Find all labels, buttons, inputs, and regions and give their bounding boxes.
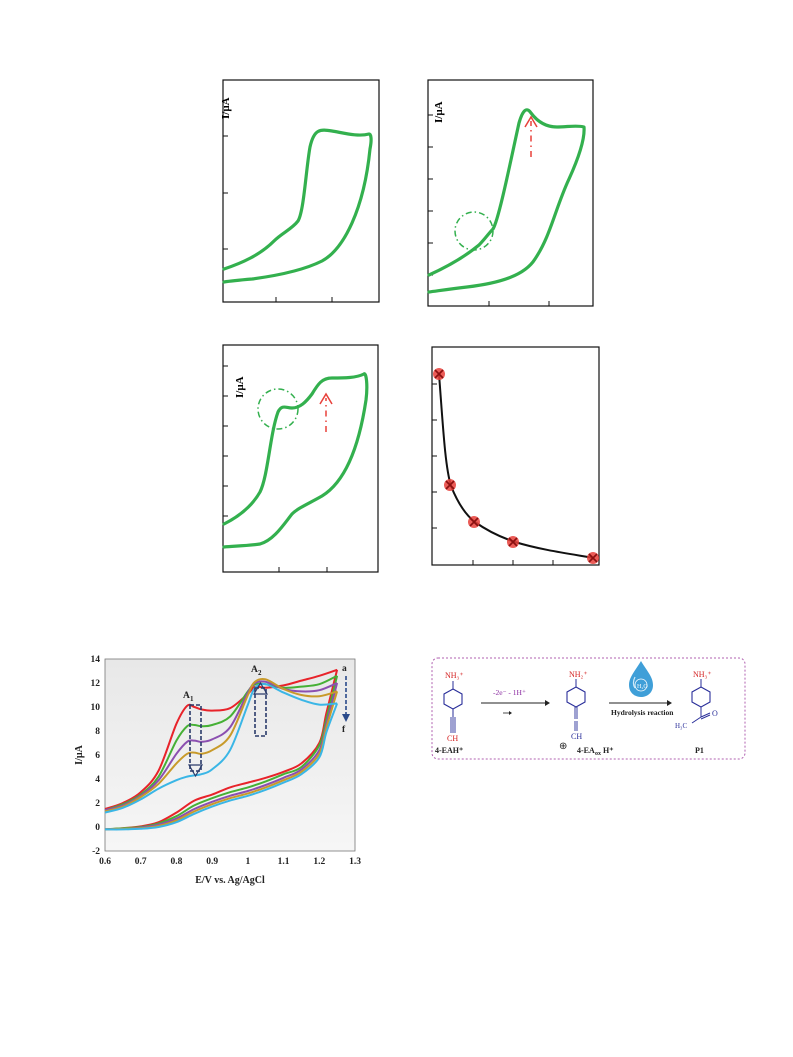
- cv-series-4-forward: [104, 677, 338, 813]
- reaction-scheme: NH₃⁺ CH 4-EAH⁺ -2e⁻ - 1H⁺ NH₂⁺: [431, 657, 747, 761]
- peak-a2-label: A 2: [251, 665, 262, 677]
- y-axis-label: I/µA: [220, 97, 232, 119]
- cv-curve: [222, 372, 369, 549]
- axis-ticks: [432, 383, 554, 565]
- trend-arrow-head: [342, 714, 350, 722]
- svg-text:H⁺: H⁺: [603, 746, 613, 755]
- shoulder-highlight-circle: [454, 211, 494, 251]
- reactant-label: 4-EAH⁺: [435, 746, 463, 755]
- y-tick-label: 0: [95, 823, 100, 833]
- y-axis-label: I/µA: [433, 101, 445, 123]
- x-tick-label: 1: [245, 857, 250, 867]
- decay-curve: [438, 373, 595, 559]
- x-tick-label: 0.6: [99, 857, 111, 867]
- peak-a2-arrow-box: [254, 687, 267, 737]
- decay-markers: [433, 368, 599, 564]
- peak-a2-arrow-head: [252, 681, 269, 695]
- hydrolysis-arrow: Hydrolysis reaction: [609, 700, 674, 717]
- svg-text:CH: CH: [571, 732, 582, 741]
- product-label: P1: [695, 746, 704, 755]
- peak-arrow-head: [524, 115, 538, 128]
- y-tick-label: 12: [91, 679, 101, 689]
- svg-text:ox: ox: [595, 751, 601, 757]
- x-tick-label: 1.2: [313, 857, 325, 867]
- x-tick-label: 1.1: [278, 857, 290, 867]
- decay-plot: [431, 346, 600, 566]
- svg-text:H₃C: H₃C: [675, 722, 687, 730]
- y-tick-label: 6: [95, 751, 100, 761]
- cv-series-5-reverse: [104, 703, 339, 831]
- svg-text:A: A: [183, 691, 190, 701]
- svg-text:NH₃⁺: NH₃⁺: [693, 670, 712, 679]
- plot-frame: [222, 344, 379, 573]
- svg-text:Hydrolysis reaction: Hydrolysis reaction: [611, 708, 674, 717]
- intermediate-molecule: NH₂⁺ CH ⊕ 4-EA ox H⁺: [559, 670, 613, 757]
- svg-text:-2e⁻ - 1H⁺: -2e⁻ - 1H⁺: [493, 688, 526, 697]
- svg-text:1: 1: [190, 695, 194, 703]
- y-axis-label: I/µA: [74, 744, 85, 764]
- data-point-marker: [444, 479, 456, 491]
- y-tick-label: 10: [91, 703, 101, 713]
- y-tick-label: 14: [91, 655, 101, 665]
- cv-panel-top-right: I/µA: [427, 79, 597, 309]
- svg-text:A: A: [251, 665, 258, 675]
- plot-frame: [427, 79, 594, 307]
- svg-text:O: O: [712, 709, 718, 718]
- svg-text:NH₃⁺: NH₃⁺: [445, 671, 464, 680]
- y-tick-label: 8: [95, 727, 100, 737]
- y-tick-label: -2: [92, 847, 100, 857]
- cv-curve: [427, 108, 586, 294]
- x-tick-label: 0.7: [135, 857, 147, 867]
- cv-panel-top-left: I/µA: [220, 79, 382, 305]
- peak-a1-arrow-box: [189, 704, 202, 772]
- svg-text:2: 2: [258, 669, 262, 677]
- cv-series-5-forward: [104, 682, 338, 814]
- reaction-scheme-graphic: NH₃⁺ CH 4-EAH⁺ -2e⁻ - 1H⁺ NH₂⁺: [431, 657, 746, 760]
- svg-text:NH₂⁺: NH₂⁺: [569, 670, 588, 679]
- y-tick-label: 2: [95, 799, 100, 809]
- x-tick-label: 0.8: [170, 857, 182, 867]
- y-tick-labels: -2 0 2 4 6 8 10 12 14: [91, 655, 101, 857]
- y-axis-label: I/µA: [234, 376, 246, 398]
- svg-text:CH: CH: [447, 734, 458, 743]
- oxidation-arrow: -2e⁻ - 1H⁺: [481, 688, 550, 715]
- x-tick-label: 0.9: [206, 857, 218, 867]
- cv-mid-left-plot: [222, 344, 379, 573]
- data-point-marker: [433, 368, 445, 380]
- reactant-molecule: NH₃⁺ CH 4-EAH⁺: [435, 671, 464, 755]
- x-tick-label: 1.3: [349, 857, 361, 867]
- series-layer: [104, 668, 339, 831]
- cv-panel-mid-left: I/µA: [222, 344, 382, 576]
- cv-top-left-plot: [222, 79, 380, 303]
- peak-a1-highlight-circle: [257, 388, 299, 430]
- y-ticks: [223, 135, 333, 302]
- peak-arrow-head: [319, 392, 333, 405]
- peak-a1-arrow-head: [187, 764, 204, 778]
- series-end-label: f: [342, 725, 346, 735]
- intermediate-label: 4-EA: [577, 746, 595, 755]
- plot-frame: [431, 346, 600, 566]
- data-point-marker: [468, 516, 480, 528]
- svg-text:H₂O: H₂O: [637, 684, 648, 690]
- decay-panel-mid-right: [431, 346, 603, 568]
- positive-charge-symbol: ⊕: [559, 741, 567, 752]
- x-tick-labels: 0.6 0.7 0.8 0.9 1 1.1 1.2 1.3: [99, 857, 361, 867]
- product-molecule: NH₃⁺ O H₃C P1: [675, 670, 718, 755]
- y-tick-label: 4: [95, 775, 100, 785]
- y-ticks: [428, 114, 550, 306]
- cv-main-chart: -2 0 2 4 6 8 10 12 14 0.6 0.7 0.8 0.9 1 1.1 1.2 1.3 A 1…: [70, 650, 370, 890]
- cv-curve: [222, 128, 373, 284]
- data-point-marker: [507, 536, 519, 548]
- plot-frame: [222, 79, 380, 303]
- x-axis-label: E/V vs. Ag/AgCl: [195, 875, 265, 886]
- cv-series-1-forward: [104, 668, 338, 810]
- series-start-label: a: [342, 664, 347, 674]
- cv-top-right-plot: [427, 79, 594, 307]
- peak-a1-label: A 1: [183, 691, 194, 703]
- data-point-marker: [587, 552, 599, 564]
- water-drop-icon: H₂O: [629, 661, 653, 697]
- cv-series-2-forward: [104, 674, 338, 812]
